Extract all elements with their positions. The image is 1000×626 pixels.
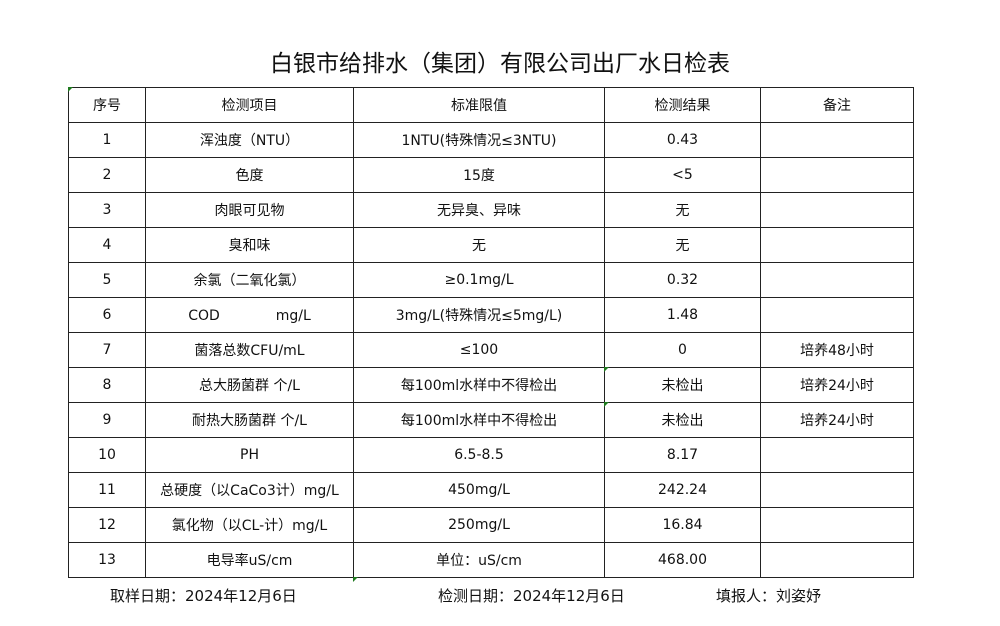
table-cell[interactable]: 培养24小时 — [760, 402, 914, 438]
cell-comment-marker — [353, 577, 358, 582]
filled-by: 填报人：刘姿妤 — [716, 587, 822, 605]
table-cell[interactable]: 5 — [68, 262, 146, 298]
table-cell[interactable]: 氯化物（以CL-计）mg/L — [145, 507, 354, 543]
inspection-table: 序号 检测项目 标准限值 检测结果 备注 1 浑浊度（NTU） 1NTU(特殊情况≤… — [68, 87, 914, 578]
header-cell[interactable]: 备注 — [760, 87, 914, 123]
table-cell[interactable]: 电导率uS/cm — [145, 542, 354, 578]
table-row: 6 COD mg/L 3mg/L(特殊情况≤5mg/L) 1.48 — [68, 297, 914, 333]
table-row: 13 电导率uS/cm 单位：uS/cm 468.00 — [68, 542, 914, 578]
table-cell[interactable]: 6.5-8.5 — [353, 437, 605, 473]
table-cell[interactable]: 6 — [68, 297, 146, 333]
header-cell[interactable]: 序号 — [68, 87, 146, 123]
table-cell[interactable]: 菌落总数CFU/mL — [145, 332, 354, 368]
table-row: 1 浑浊度（NTU） 1NTU(特殊情况≤3NTU) 0.43 — [68, 122, 914, 158]
table-cell[interactable]: 1 — [68, 122, 146, 158]
table-header-row: 序号 检测项目 标准限值 检测结果 备注 — [68, 87, 914, 123]
table-cell[interactable] — [760, 472, 914, 508]
cell-comment-marker — [68, 87, 73, 92]
table-cell[interactable]: 9 — [68, 402, 146, 438]
table-row: 3 肉眼可见物 无异臭、异味无 — [68, 192, 914, 228]
table-row: 12 氯化物（以CL-计）mg/L 250mg/L 16.84 — [68, 507, 914, 543]
table-cell[interactable]: 7 — [68, 332, 146, 368]
table-cell[interactable]: 250mg/L — [353, 507, 605, 543]
table-cell[interactable]: 2 — [68, 157, 146, 193]
table-cell[interactable]: 8.17 — [604, 437, 761, 473]
table-cell[interactable]: 12 — [68, 507, 146, 543]
table-row: 7 菌落总数CFU/mL ≤100 0 培养48小时 — [68, 332, 914, 368]
test-date: 检测日期：2024年12月6日 — [438, 587, 625, 605]
table-cell[interactable]: 未检出 — [604, 402, 761, 438]
table-cell[interactable]: 臭和味 — [145, 227, 354, 263]
table-cell[interactable]: 242.24 — [604, 472, 761, 508]
table-row: 8 总大肠菌群 个/L 每100ml水样中不得检出 未检出 培养24小时 — [68, 367, 914, 403]
table-cell[interactable]: <5 — [604, 157, 761, 193]
table-cell[interactable] — [760, 157, 914, 193]
table-cell[interactable]: PH — [145, 437, 354, 473]
table-cell[interactable]: 培养24小时 — [760, 367, 914, 403]
table-cell[interactable]: 单位：uS/cm — [353, 542, 605, 578]
cell-comment-marker — [604, 367, 609, 372]
table-cell[interactable] — [760, 122, 914, 158]
page-title: 白银市给排水（集团）有限公司出厂水日检表 — [270, 51, 730, 77]
table-cell[interactable] — [760, 262, 914, 298]
table-row: 11 总硬度（以CaCo3计）mg/L 450mg/L 242.24 — [68, 472, 914, 508]
table-cell[interactable]: 450mg/L — [353, 472, 605, 508]
table-cell[interactable]: 色度 — [145, 157, 354, 193]
table-cell[interactable] — [760, 227, 914, 263]
table-cell[interactable]: 11 — [68, 472, 146, 508]
table-row: 10 PH 6.5-8.5 8.17 — [68, 437, 914, 473]
table-cell[interactable] — [760, 437, 914, 473]
table-cell[interactable] — [760, 192, 914, 228]
table-cell[interactable]: 0.32 — [604, 262, 761, 298]
table-cell[interactable]: 16.84 — [604, 507, 761, 543]
table-cell[interactable]: 3mg/L(特殊情况≤5mg/L) — [353, 297, 605, 333]
table-cell[interactable]: 培养48小时 — [760, 332, 914, 368]
table-row: 5 余氯（二氧化氯） ≥0.1mg/L 0.32 — [68, 262, 914, 298]
table-cell[interactable]: 468.00 — [604, 542, 761, 578]
table-cell[interactable]: 1.48 — [604, 297, 761, 333]
header-cell[interactable]: 检测结果 — [604, 87, 761, 123]
table-cell[interactable]: 浑浊度（NTU） — [145, 122, 354, 158]
table-cell[interactable]: 耐热大肠菌群 个/L — [145, 402, 354, 438]
table-cell[interactable]: 3 — [68, 192, 146, 228]
sampling-date: 取样日期：2024年12月6日 — [110, 587, 297, 605]
table-cell[interactable]: 0.43 — [604, 122, 761, 158]
table-cell[interactable]: ≤100 — [353, 332, 605, 368]
table-cell[interactable]: 肉眼可见物 — [145, 192, 354, 228]
cell-comment-marker — [604, 402, 609, 407]
table-cell[interactable]: COD mg/L — [145, 297, 354, 333]
header-cell[interactable]: 检测项目 — [145, 87, 354, 123]
table-cell[interactable]: 8 — [68, 367, 146, 403]
table-cell[interactable] — [760, 507, 914, 543]
table-cell[interactable]: 无 — [353, 227, 605, 263]
table-cell[interactable]: 无 — [604, 192, 761, 228]
table-row: 4 臭和味无无 — [68, 227, 914, 263]
table-cell[interactable]: 15度 — [353, 157, 605, 193]
table-cell[interactable]: ≥0.1mg/L — [353, 262, 605, 298]
table-cell[interactable]: 0 — [604, 332, 761, 368]
table-cell[interactable]: 13 — [68, 542, 146, 578]
table-row: 2 色度 15度 <5 — [68, 157, 914, 193]
table-cell[interactable]: 未检出 — [604, 367, 761, 403]
table-cell[interactable]: 无异臭、异味 — [353, 192, 605, 228]
table-cell[interactable]: 总硬度（以CaCo3计）mg/L — [145, 472, 354, 508]
table-cell[interactable]: 余氯（二氧化氯） — [145, 262, 354, 298]
table-cell[interactable] — [760, 542, 914, 578]
table-cell[interactable]: 无 — [604, 227, 761, 263]
table-cell[interactable]: 每100ml水样中不得检出 — [353, 402, 605, 438]
table-cell[interactable] — [760, 297, 914, 333]
table-cell[interactable]: 10 — [68, 437, 146, 473]
table-cell[interactable]: 每100ml水样中不得检出 — [353, 367, 605, 403]
table-cell[interactable]: 1NTU(特殊情况≤3NTU) — [353, 122, 605, 158]
table-cell[interactable]: 4 — [68, 227, 146, 263]
header-cell[interactable]: 标准限值 — [353, 87, 605, 123]
table-row: 9 耐热大肠菌群 个/L 每100ml水样中不得检出 未检出 培养24小时 — [68, 402, 914, 438]
table-cell[interactable]: 总大肠菌群 个/L — [145, 367, 354, 403]
